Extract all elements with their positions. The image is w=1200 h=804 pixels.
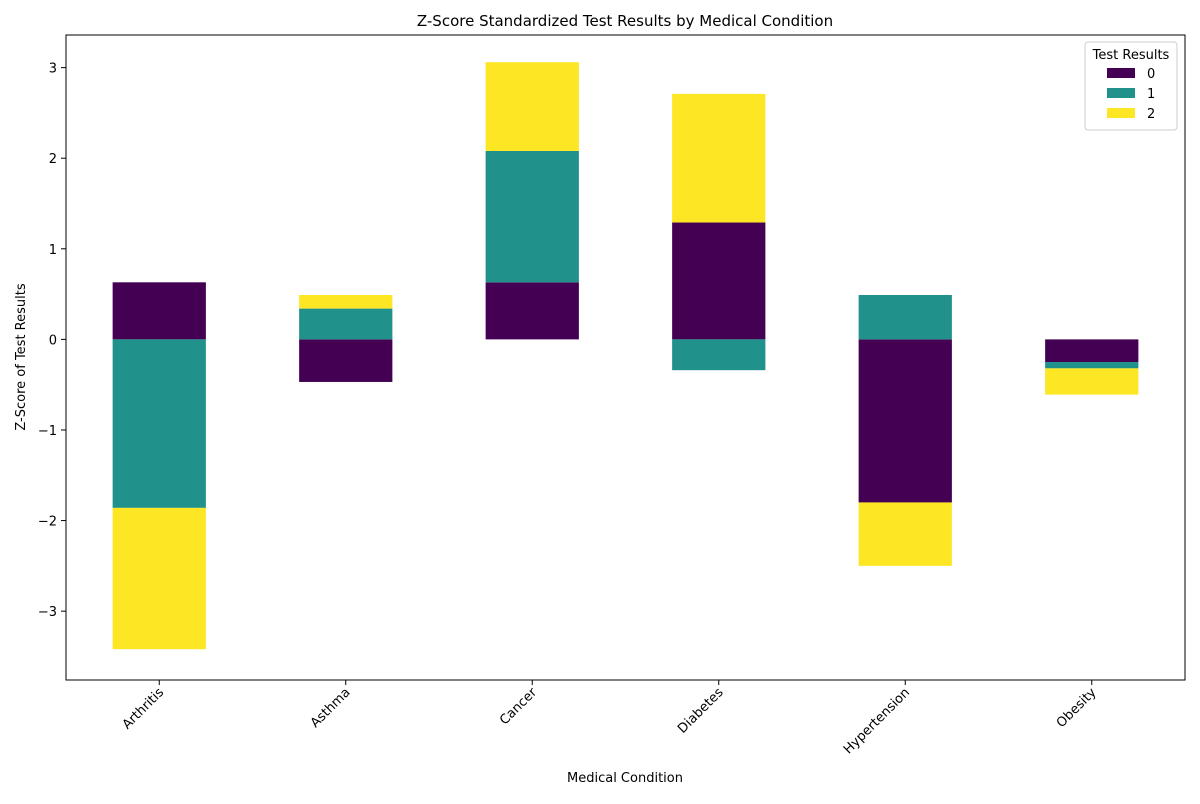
y-tick-label: −2 [38,515,57,530]
x-tick-label-arthritis: Arthritis [120,685,168,733]
legend-swatch-series-1 [1107,88,1135,98]
bar-obesity-series-0 [1045,339,1139,363]
bars-layer [112,62,1139,650]
bar-hypertension-series-1 [858,294,952,340]
bar-cancer-series-0 [485,282,579,340]
legend: Test Results 0 1 2 [1084,41,1178,131]
legend-swatch-series-0 [1107,68,1135,78]
bar-arthritis-series-2 [112,507,206,650]
x-tick-label-asthma: Asthma [308,685,354,731]
x-axis-label: Medical Condition [567,771,683,786]
bar-diabetes-series-1 [672,339,766,371]
bar-hypertension-series-2 [858,502,952,566]
legend-label-series-0: 0 [1147,67,1155,82]
y-tick-label: −3 [38,605,57,620]
plot-frame [65,34,1186,681]
y-tick-label: 1 [49,243,57,258]
y-tick-label: 0 [49,333,57,348]
bar-asthma-series-2 [299,294,393,309]
legend-swatch-series-2 [1107,108,1135,118]
legend-label-series-2: 2 [1147,107,1155,122]
bar-diabetes-series-0 [672,222,766,340]
bar-obesity-series-1 [1045,362,1139,369]
x-tick-label-hypertension: Hypertension [841,685,913,757]
axes-layer: −3 −2 −1 0 1 2 3 Arthritis Asthma Cancer Diabetes H… [38,34,1186,757]
y-tick-label: −1 [38,424,57,439]
bar-cancer-series-2 [485,62,579,151]
bar-hypertension-series-0 [858,339,952,503]
legend-label-series-1: 1 [1147,87,1155,102]
y-tick-label: 3 [49,62,57,77]
x-tick-label-obesity: Obesity [1054,685,1100,731]
legend-title: Test Results [1092,48,1170,63]
y-tick-label: 2 [49,152,57,167]
bar-diabetes-series-2 [672,93,766,223]
bar-arthritis-series-0 [112,282,206,340]
bar-asthma-series-1 [299,308,393,340]
bar-cancer-series-1 [485,150,579,283]
x-tick-label-cancer: Cancer [497,685,540,728]
bar-obesity-series-2 [1045,368,1139,395]
y-axis-label: Z-Score of Test Results [14,283,29,430]
legend-items: 0 1 2 [1107,67,1155,122]
bar-arthritis-series-1 [112,339,206,508]
chart-title: Z-Score Standardized Test Results by Med… [417,12,833,30]
bar-asthma-series-0 [299,339,393,382]
x-tick-label-diabetes: Diabetes [675,685,727,737]
